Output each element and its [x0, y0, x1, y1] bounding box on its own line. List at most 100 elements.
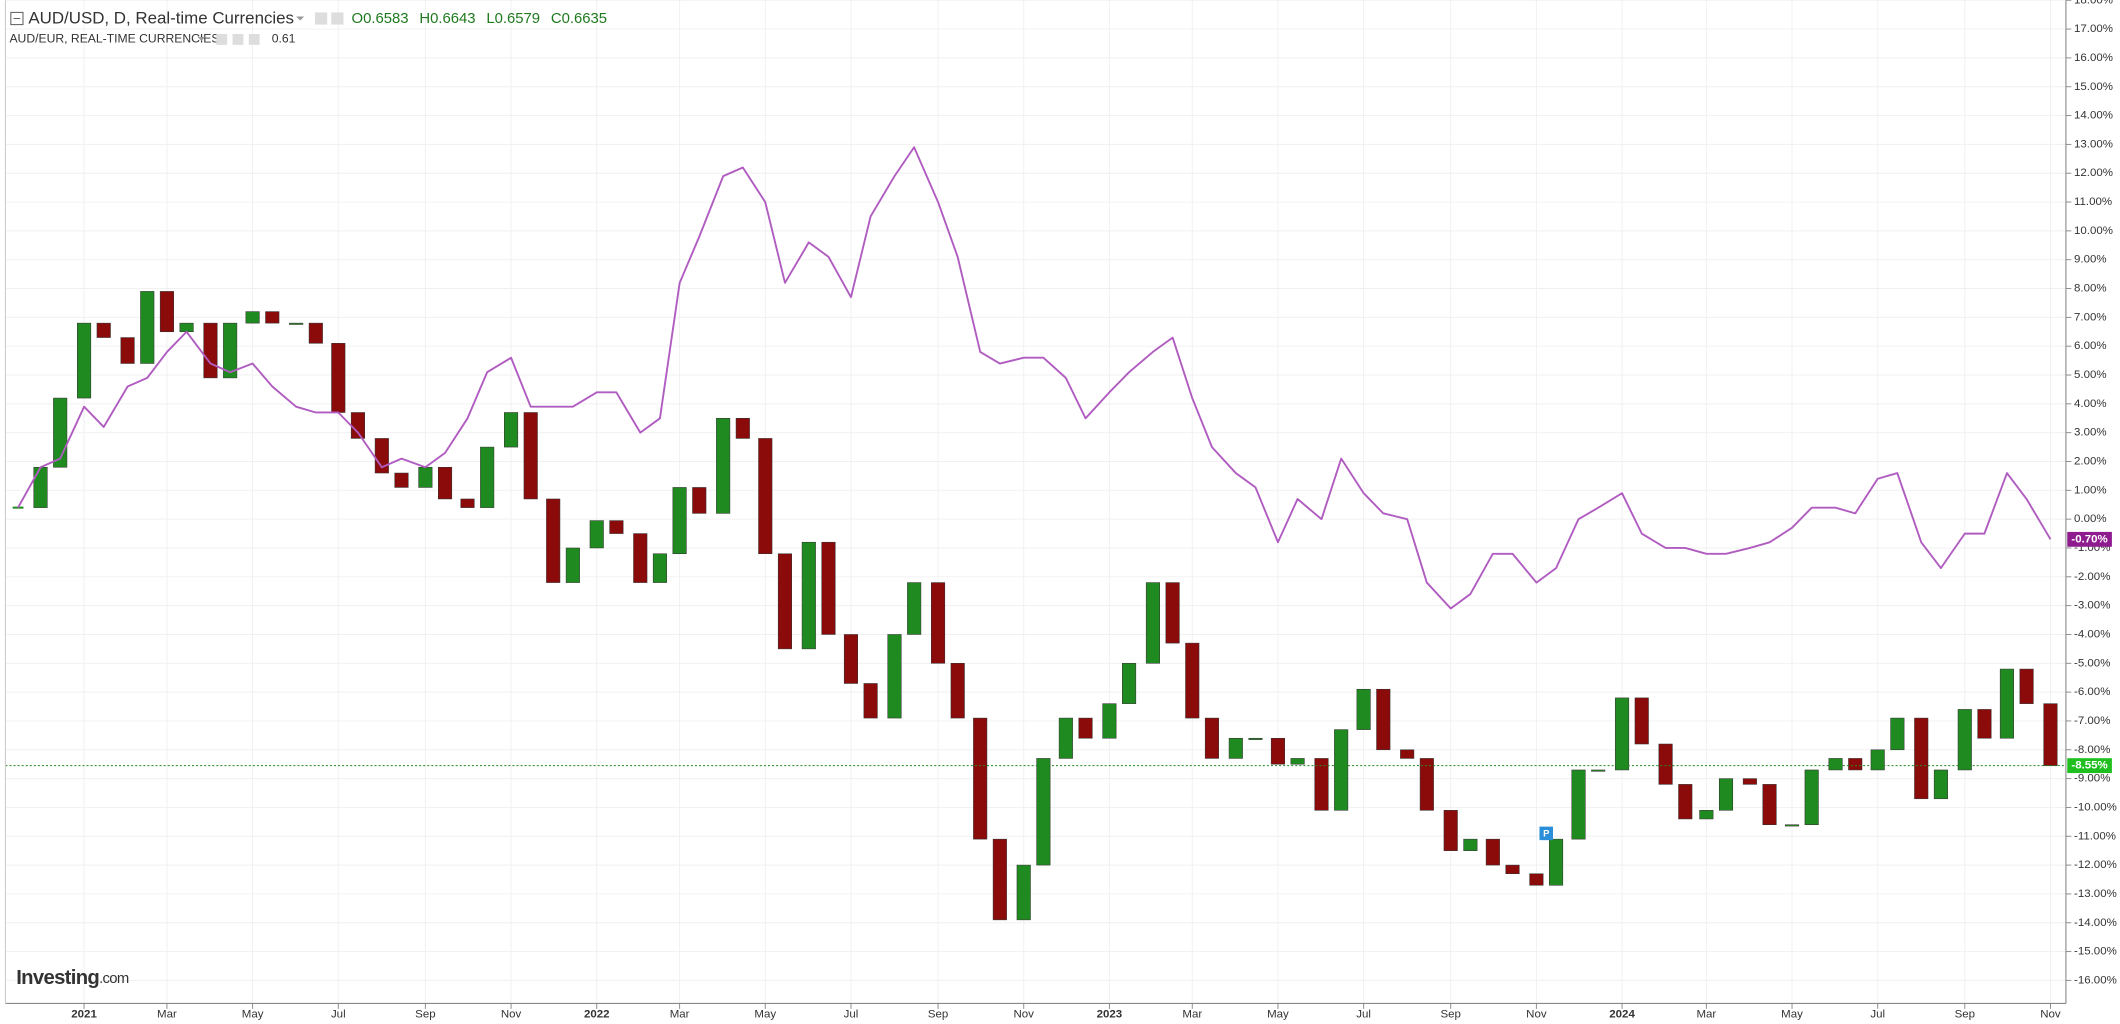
candle: [1742, 778, 1757, 785]
candle: [1122, 663, 1137, 704]
logo-main: Investing: [16, 967, 99, 989]
candle: [1615, 697, 1630, 771]
last-value-tag: [2067, 758, 2112, 774]
candle: [120, 337, 135, 364]
candle: [735, 417, 750, 439]
y-tick-label: 11.00%: [2074, 196, 2112, 208]
dropdown-arrow[interactable]: [296, 16, 305, 21]
candle: [1529, 873, 1544, 886]
candle: [1334, 729, 1349, 811]
ohlc-values: O0.6583 H0.6643 L0.6579 C0.6635: [352, 11, 608, 27]
logo: Investing.com: [16, 967, 129, 989]
y-tick-label: 5.00%: [2074, 369, 2107, 381]
candle: [1400, 749, 1415, 759]
candle: [1419, 758, 1434, 811]
marks: P: [5, 146, 2066, 921]
candle: [480, 446, 495, 508]
candle: [633, 533, 648, 583]
candle: [843, 634, 858, 684]
settings-icon[interactable]: [216, 34, 228, 45]
last-value-label: -0.70%: [2071, 533, 2107, 545]
y-tick-label: 13.00%: [2074, 138, 2113, 150]
candle: [1784, 824, 1800, 827]
candle: [1914, 717, 1929, 800]
y-tick-label: -5.00%: [2074, 657, 2110, 669]
candle: [672, 487, 687, 555]
candle: [1058, 717, 1073, 759]
x-tick-label: Mar: [157, 1008, 177, 1020]
hide-icon[interactable]: [232, 34, 244, 45]
compare-series-name: AUD/EUR, REAL-TIME CURRENCIES: [9, 32, 219, 46]
x-tick-label: 2024: [1609, 1008, 1635, 1020]
x-tick-label: Nov: [1526, 1008, 1547, 1020]
candle: [1977, 709, 1992, 739]
y-tick-label: -15.00%: [2074, 946, 2117, 958]
candle: [992, 838, 1007, 921]
main-series-name: AUD/USD, D, Real-time Currencies: [28, 9, 294, 28]
candle: [801, 541, 816, 650]
candle: [1718, 778, 1734, 811]
x-tick-label: Sep: [1440, 1008, 1460, 1020]
y-tick-label: -7.00%: [2074, 715, 2110, 727]
y-tick-label: 8.00%: [2074, 283, 2107, 295]
y-tick-label: 9.00%: [2074, 254, 2107, 266]
candle: [223, 322, 238, 379]
candle: [1204, 717, 1219, 759]
candle: [460, 498, 475, 508]
settings-icon[interactable]: [315, 12, 328, 25]
candle: [1078, 717, 1093, 739]
y-tick-label: -9.00%: [2074, 773, 2110, 785]
hide-icon[interactable]: [331, 12, 344, 25]
candle: [331, 343, 346, 413]
x-tick-label: Sep: [415, 1008, 435, 1020]
candle: [2019, 668, 2034, 704]
y-tick-label: 18.00%: [2074, 0, 2113, 6]
x-tick-label: 2023: [1097, 1008, 1123, 1020]
y-tick-label: 16.00%: [2074, 52, 2113, 64]
candle: [1036, 758, 1051, 866]
candle: [1699, 810, 1714, 820]
candle: [907, 582, 922, 635]
x-tick-label: Nov: [1014, 1008, 1035, 1020]
candle: [565, 547, 580, 583]
candle: [289, 322, 304, 325]
candle: [1443, 810, 1458, 851]
candle: [609, 520, 624, 534]
candle: [973, 717, 988, 840]
x-tick-label: 2021: [71, 1008, 97, 1020]
remove-icon[interactable]: [248, 34, 260, 45]
candle: [1485, 838, 1500, 866]
candle: [1290, 758, 1305, 765]
grid: [5, 0, 2066, 1004]
candle: [1762, 784, 1777, 826]
candle: [418, 466, 433, 488]
y-tick-label: 1.00%: [2074, 484, 2107, 496]
y-tick-label: 17.00%: [2074, 23, 2113, 35]
collapse-icon[interactable]: [10, 11, 24, 26]
candle: [179, 322, 194, 333]
candle: [523, 412, 538, 500]
logo-suffix: .com: [99, 971, 129, 987]
y-tick-label: 12.00%: [2074, 167, 2113, 179]
candle: [950, 663, 965, 719]
y-tick-label: 6.00%: [2074, 340, 2107, 352]
last-value-label: -8.55%: [2071, 760, 2107, 772]
y-tick-label: -10.00%: [2074, 801, 2117, 813]
x-tick-label: May: [242, 1008, 264, 1020]
candle: [1228, 737, 1243, 759]
candle: [1634, 697, 1649, 745]
x-tick-label: Nov: [501, 1008, 522, 1020]
candle: [394, 472, 409, 488]
candle: [1145, 582, 1160, 664]
y-tick-label: 3.00%: [2074, 427, 2107, 439]
candle: [438, 466, 453, 500]
dropdown-arrow[interactable]: [197, 36, 206, 41]
y-tick-label: 0.00%: [2074, 513, 2107, 525]
candle: [1505, 864, 1520, 875]
candle: [1828, 758, 1843, 771]
candle: [887, 634, 902, 719]
candle: [1376, 688, 1391, 751]
x-tick-label: Jul: [1356, 1008, 1371, 1020]
y-tick-label: -8.00%: [2074, 744, 2110, 756]
y-tick-label: 2.00%: [2074, 456, 2107, 468]
